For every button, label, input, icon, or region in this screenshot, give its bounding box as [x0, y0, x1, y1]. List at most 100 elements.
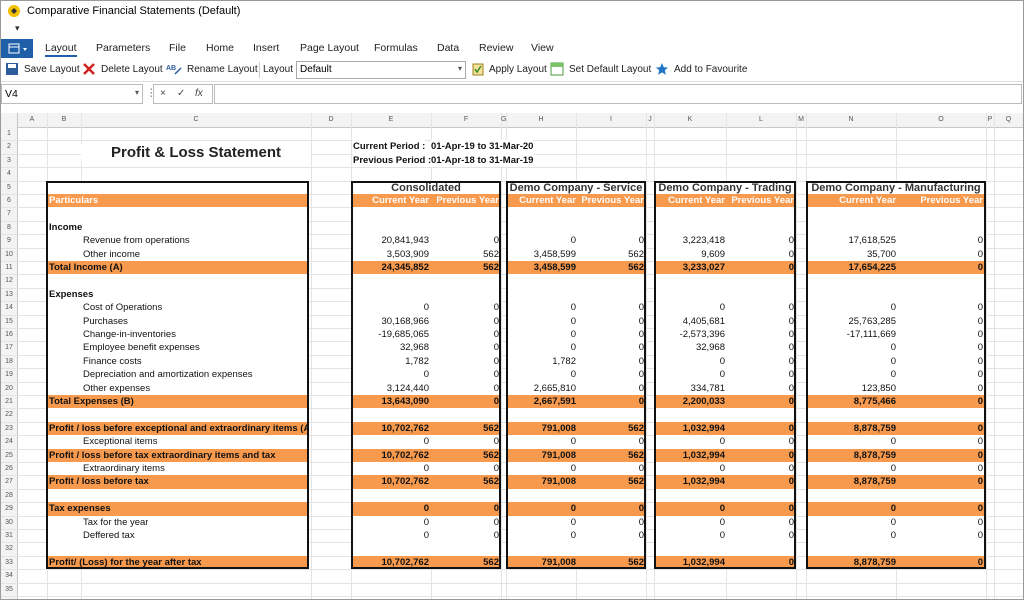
row-header[interactable]: 21	[5, 398, 13, 405]
apply-layout[interactable]: Apply Layout	[489, 64, 547, 75]
row-header[interactable]: 3	[7, 156, 11, 164]
column-header[interactable]: O	[938, 116, 944, 123]
delete-layout[interactable]: Delete Layout	[101, 64, 163, 75]
header-fill	[654, 194, 796, 208]
row-header[interactable]: 30	[5, 518, 13, 526]
menu-item[interactable]: Insert	[253, 42, 280, 54]
quick-access[interactable]: ▾	[15, 23, 20, 33]
window-title: Comparative Financial Statements (Defaul…	[27, 5, 241, 17]
column-header[interactable]: M	[798, 116, 804, 123]
function-button[interactable]: fx	[195, 88, 203, 99]
layout-value: Default	[300, 64, 332, 75]
set-default-layout[interactable]: Set Default Layout	[569, 64, 652, 75]
section-label: Expenses	[49, 288, 94, 300]
row-header[interactable]: 23	[5, 424, 13, 432]
amount: -17,111,669	[846, 329, 896, 340]
amount: 1,032,994	[682, 422, 725, 434]
column-header[interactable]: I	[610, 116, 612, 123]
row-header[interactable]: 14	[5, 304, 13, 312]
menu-item[interactable]: View	[531, 42, 554, 54]
column-header[interactable]: D	[328, 116, 334, 123]
amount: 562	[628, 262, 644, 273]
amount: 562	[483, 476, 499, 488]
row-header[interactable]: 1	[7, 130, 11, 137]
row-header[interactable]: 19	[5, 371, 13, 379]
row-header[interactable]: 5	[7, 183, 11, 191]
menu-item[interactable]: Review	[479, 42, 514, 54]
row-header[interactable]: 34	[5, 572, 13, 580]
menu-item[interactable]: Home	[206, 42, 235, 54]
row-header[interactable]: 13	[5, 290, 13, 298]
row-header[interactable]: 33	[5, 558, 13, 566]
enter-button[interactable]: ✓	[177, 88, 186, 99]
menu-item[interactable]: Layout	[45, 42, 77, 57]
total-fill	[46, 261, 309, 275]
menu-item[interactable]: Formulas	[374, 42, 418, 54]
column-header[interactable]: J	[648, 116, 652, 123]
row-header[interactable]: 20	[5, 384, 13, 392]
column-header[interactable]: E	[388, 116, 394, 123]
row-header[interactable]: 17	[5, 344, 13, 352]
menu-item[interactable]: File	[169, 42, 186, 54]
row-header[interactable]: 11	[5, 264, 13, 271]
row-header[interactable]: 6	[7, 197, 11, 204]
particulars-header: Particulars	[49, 195, 99, 206]
row-header[interactable]: 27	[5, 478, 13, 486]
row-header[interactable]: 32	[5, 545, 13, 553]
app-button[interactable]	[1, 39, 33, 58]
total-fill	[654, 395, 796, 409]
add-to-favourite[interactable]: Add to Favourite	[674, 64, 748, 75]
column-header[interactable]: G	[501, 116, 507, 123]
row-header[interactable]: 25	[5, 451, 13, 459]
row-header[interactable]: 18	[5, 357, 13, 365]
row-header[interactable]: 35	[5, 585, 13, 593]
formula-input[interactable]	[214, 84, 1022, 104]
row-header[interactable]: 28	[5, 491, 13, 499]
row-header[interactable]: 26	[5, 465, 13, 472]
rename-layout[interactable]: Rename Layout	[187, 64, 258, 75]
total-fill	[506, 475, 646, 489]
row-header[interactable]: 9	[7, 237, 11, 245]
name-box[interactable]: V4 ▾	[1, 84, 143, 104]
row-header[interactable]: 10	[5, 250, 13, 258]
dropdown-arrow: ▾	[457, 64, 462, 73]
column-header[interactable]: B	[61, 116, 67, 123]
column-header[interactable]: P	[987, 116, 993, 123]
column-header[interactable]: Q	[1005, 116, 1012, 123]
save-layout[interactable]: Save Layout	[24, 64, 80, 75]
grid-line	[1, 596, 1023, 597]
row-header[interactable]: 22	[5, 411, 13, 419]
row-header[interactable]: 12	[5, 277, 13, 285]
row-header[interactable]: 15	[5, 317, 13, 325]
column-header[interactable]: H	[538, 116, 544, 123]
row-header[interactable]: 2	[7, 143, 11, 151]
column-header[interactable]: A	[29, 116, 35, 123]
layout-dropdown[interactable]: Default ▾	[296, 61, 466, 79]
grid-line	[1, 167, 1023, 169]
column-header[interactable]: F	[463, 116, 469, 123]
cancel-button[interactable]: ×	[160, 88, 166, 99]
menu-item[interactable]: Parameters	[96, 42, 151, 54]
amount: 0	[493, 463, 499, 474]
row-header[interactable]: 24	[5, 438, 13, 446]
amount: 0	[890, 503, 896, 515]
column-header[interactable]: K	[687, 116, 693, 123]
total-label: Profit/ (Loss) for the year after tax	[49, 556, 202, 568]
header-fill	[806, 194, 986, 208]
row-header[interactable]: 7	[7, 210, 11, 218]
menu-item[interactable]: Page Layout	[300, 42, 359, 54]
worksheet: A B C D E F G H I J K L M N O P Q 1 2 3 4 5 6 7 8 9 10 11 12 13 14 15 16…	[1, 113, 1023, 599]
row-header[interactable]: 31	[5, 532, 13, 539]
column-header[interactable]: C	[193, 116, 199, 123]
column-header[interactable]: N	[848, 116, 854, 123]
menu-item[interactable]: Data	[437, 42, 460, 54]
separator	[259, 62, 260, 78]
row-header[interactable]: 16	[5, 331, 13, 338]
row-header[interactable]: 29	[5, 505, 13, 513]
column-header[interactable]: L	[759, 116, 763, 123]
row-header[interactable]: 8	[7, 223, 11, 231]
favourite-icon	[656, 63, 668, 75]
statement-title: Profit & Loss Statement	[81, 144, 311, 162]
amount: 0	[788, 355, 794, 367]
row-header[interactable]: 4	[7, 170, 11, 178]
